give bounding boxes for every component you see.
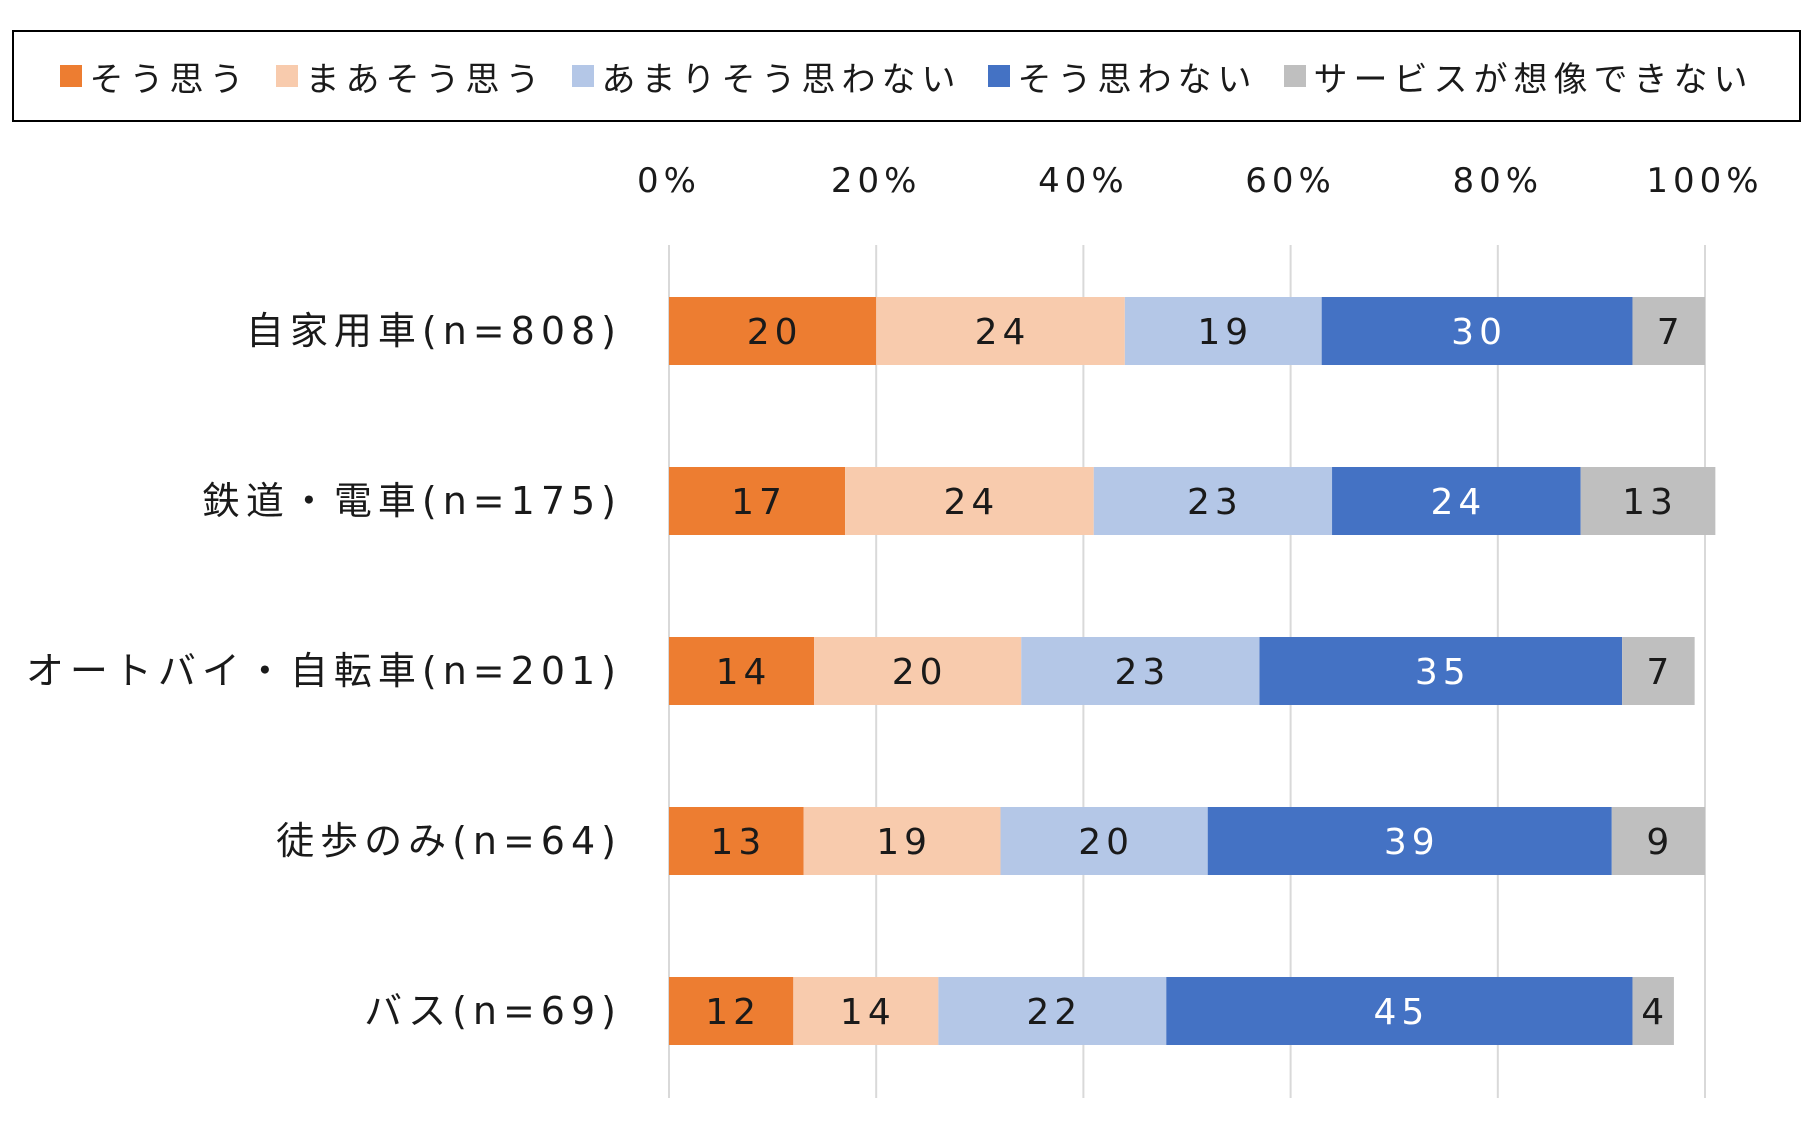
bar-segment [669,637,815,705]
bar-segment [669,467,846,535]
legend-swatch [1283,65,1306,87]
bar-segment [1580,467,1716,535]
bar-segment [938,977,1167,1045]
x-tick-label: 0% [637,161,701,201]
x-tick-label: 60% [1245,161,1336,201]
data-label: 17 [731,482,787,523]
category-label: バス(n=69) [364,989,622,1033]
bar-segment [669,297,877,365]
x-tick-label: 80% [1453,161,1544,201]
bar-segment [1611,807,1705,875]
legend-item: まあそう思う [275,52,546,101]
x-tick-label: 40% [1038,161,1129,201]
bar-segment [1093,467,1333,535]
data-label: 24 [975,312,1031,353]
x-tick-label: 20% [831,161,922,201]
bar-segment [1632,297,1705,365]
bar-segment [669,807,804,875]
bar-segment [1021,637,1260,705]
legend-label: まあそう思う [305,59,546,100]
bar-segment [1622,637,1695,705]
bar-segment [1321,297,1633,365]
legend-label: あまりそう思わない [601,59,962,100]
data-label: 23 [1187,482,1243,523]
data-label: 4 [1641,992,1669,1033]
category-label: オートバイ・自転車(n=201) [26,649,622,693]
legend-label: そう思わない [1017,59,1258,100]
bar-segment [814,637,1022,705]
bar-segment [876,297,1125,365]
data-label: 30 [1451,312,1507,353]
data-label: 14 [840,992,896,1033]
x-tick-label: 100% [1646,161,1763,201]
legend-label: サービスが想像できない [1313,59,1754,100]
data-label: 9 [1646,822,1674,863]
legend-swatch [59,65,82,87]
data-label: 19 [1197,312,1253,353]
bar-segment [1000,807,1208,875]
bar-segment [1124,297,1322,365]
data-label: 39 [1384,822,1440,863]
data-label: 20 [892,652,948,693]
chart-legend: そう思う まあそう思う あまりそう思わない そう思わない サービスが想像できない [12,30,1801,122]
data-label: 14 [716,652,772,693]
category-label: 徒歩のみ(n=64) [276,819,622,863]
bar-segment [669,977,794,1045]
bar-segment [1259,637,1623,705]
bar-segment [1332,467,1581,535]
category-label: 鉄道・電車(n=175) [202,479,622,523]
data-label: 19 [876,822,932,863]
legend-item: サービスが想像できない [1283,52,1754,101]
data-label: 7 [1646,652,1674,693]
legend-swatch [571,65,594,87]
bar-segment [793,977,939,1045]
legend-item: そう思わない [987,52,1258,101]
legend-label: そう思う [89,59,250,100]
data-label: 24 [1430,482,1486,523]
data-label: 22 [1026,992,1082,1033]
category-label: 自家用車(n=808) [246,309,622,353]
bar-segment [1166,977,1633,1045]
data-label: 7 [1657,312,1685,353]
bar-segment [845,467,1094,535]
data-label: 20 [1078,822,1134,863]
data-label: 45 [1373,992,1429,1033]
data-label: 12 [705,992,761,1033]
legend-swatch [987,65,1010,87]
data-label: 13 [710,822,766,863]
bar-segment [1207,807,1612,875]
bar-segment [1632,977,1674,1045]
bar-segment [803,807,1001,875]
legend-item: あまりそう思わない [571,52,962,101]
data-label: 35 [1415,652,1471,693]
data-label: 13 [1622,482,1678,523]
data-label: 20 [747,312,803,353]
legend-item: そう思う [59,52,250,101]
data-label: 24 [944,482,1000,523]
data-label: 23 [1114,652,1170,693]
legend-swatch [275,65,298,87]
